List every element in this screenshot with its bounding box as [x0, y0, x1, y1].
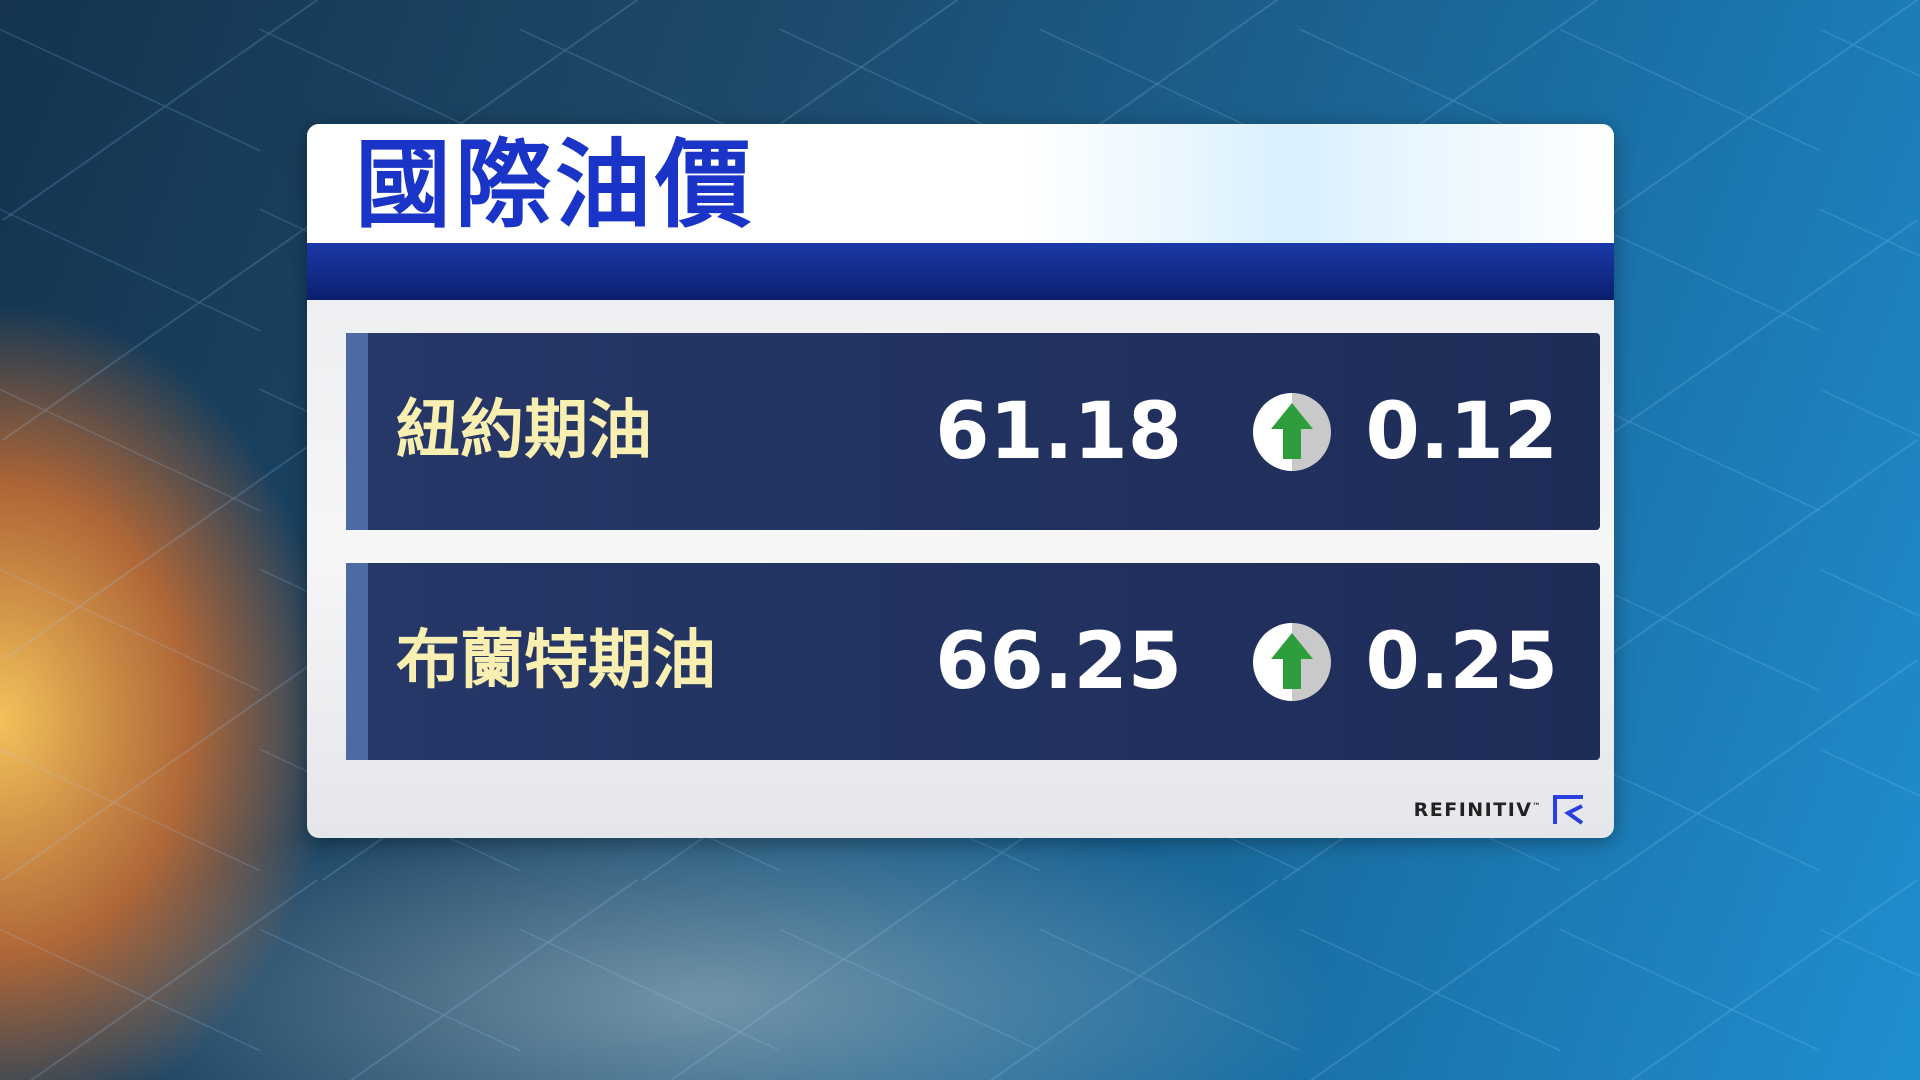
up-arrow-icon [1253, 393, 1331, 471]
row-label: 紐約期油 [396, 394, 652, 468]
oil-price-panel: 國際油價 紐約期油 61.18 0.12 布蘭特期油 66.25 0.25 RE… [307, 124, 1614, 838]
up-arrow-icon [1253, 623, 1331, 701]
row-price: 61.18 [935, 387, 1182, 477]
panel-header: 國際油價 [307, 124, 1614, 243]
row-accent [346, 333, 368, 530]
page-title: 國際油價 [355, 129, 755, 241]
price-row-wti: 紐約期油 61.18 0.12 [346, 333, 1600, 530]
refinitiv-mark-icon [1553, 795, 1584, 825]
brand-name: REFINITIV™ [1413, 799, 1542, 821]
price-row-brent: 布蘭特期油 66.25 0.25 [346, 563, 1600, 760]
header-bar [307, 243, 1614, 300]
refinitiv-logo: REFINITIV™ [1414, 794, 1586, 826]
row-price: 66.25 [935, 617, 1182, 707]
row-label: 布蘭特期油 [396, 624, 716, 698]
row-accent [346, 563, 368, 760]
row-change: 0.12 [1365, 387, 1558, 477]
row-change: 0.25 [1365, 617, 1558, 707]
